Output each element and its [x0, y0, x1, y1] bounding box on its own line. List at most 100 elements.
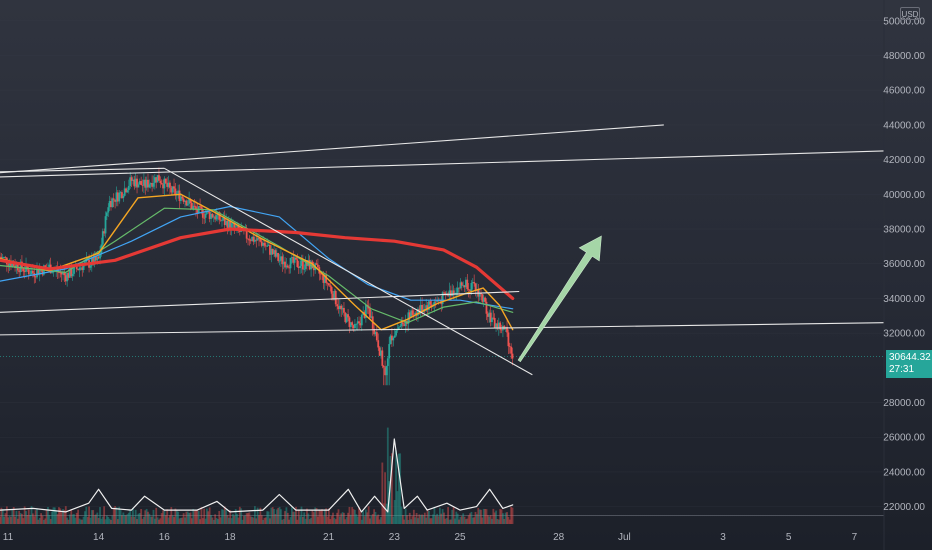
candle-body: [158, 175, 160, 181]
candle-body: [290, 257, 293, 258]
volume-bar: [160, 513, 163, 524]
volume-bar: [263, 517, 266, 524]
volume-bar: [485, 509, 488, 524]
volume-bar: [140, 508, 143, 524]
candle-body: [79, 267, 82, 269]
volume-bar: [311, 510, 314, 524]
volume-bar: [266, 511, 269, 524]
candle-body: [386, 358, 389, 367]
moving-averages: [0, 193, 515, 513]
candle-body: [262, 242, 265, 246]
candle-body: [171, 186, 174, 193]
candle-body: [149, 183, 152, 185]
volume-bar: [93, 515, 96, 524]
candle-body: [178, 190, 181, 201]
candle-body: [500, 329, 503, 331]
candle-body: [127, 185, 130, 191]
volume-bar: [162, 510, 164, 524]
y-axis[interactable]: 50000.00 48000.00 46000.00 44000.00 42000.00…: [883, 0, 925, 550]
volume-bar: [393, 500, 396, 524]
volume-bar: [78, 518, 81, 524]
volume-bar: [414, 517, 417, 524]
volume-bar: [127, 512, 130, 524]
volume-bar: [22, 518, 25, 524]
ma-green: [0, 207, 514, 324]
x-axis[interactable]: 11 14 16 18 21 23 25 28 Jul 3 5 7: [3, 532, 858, 543]
candle-body: [426, 305, 429, 310]
candle-body: [200, 206, 203, 210]
candle-body: [397, 327, 400, 330]
candle-body: [292, 257, 295, 263]
volume-bar: [192, 508, 195, 524]
candle-body: [269, 244, 271, 255]
candle-body: [103, 231, 106, 234]
candle-body: [64, 275, 67, 282]
x-tick-label: 11: [3, 532, 14, 543]
volume-bar: [459, 517, 462, 524]
volume-bar: [179, 517, 182, 524]
candle-body: [148, 184, 151, 188]
volume-bar: [15, 510, 18, 524]
candle-body: [203, 217, 206, 219]
volume-ma-line: [0, 438, 514, 513]
currency-label[interactable]: USD: [900, 7, 920, 20]
candle-body: [277, 252, 280, 261]
candle-body: [234, 226, 237, 228]
volume-bar: [474, 511, 477, 524]
volume-bar: [211, 517, 214, 524]
candle-body: [319, 273, 322, 275]
volume-bar: [126, 514, 129, 524]
candle-body: [280, 256, 282, 261]
volume-bar: [226, 515, 229, 524]
y-tick-label: 26000.00: [883, 433, 925, 444]
volume-bar: [306, 508, 308, 524]
candle-body: [323, 275, 326, 283]
candle-body: [284, 261, 286, 268]
volume-bar: [112, 507, 115, 524]
volume-bar: [206, 508, 208, 524]
volume-bar: [497, 519, 500, 524]
candle-body: [184, 200, 186, 202]
candle-body: [144, 179, 147, 188]
volume-bar: [223, 506, 226, 524]
volume-bar: [137, 513, 140, 524]
volume-bar: [374, 511, 377, 524]
volume-bar: [262, 519, 265, 524]
candle-body: [410, 310, 413, 318]
volume-bar: [423, 512, 426, 524]
candle-body: [226, 220, 229, 230]
candle-body: [111, 198, 114, 208]
volume-bar: [478, 509, 481, 524]
volume-bar: [1, 509, 4, 524]
volume-bar: [481, 517, 484, 524]
volume-bar: [356, 516, 359, 524]
volume-bar: [500, 509, 503, 524]
volume-bar: [41, 515, 44, 524]
volume-bar: [300, 506, 303, 524]
volume-bar: [437, 516, 440, 524]
candle-body: [491, 317, 493, 323]
volume-bar: [103, 506, 106, 524]
candle-body: [329, 285, 332, 287]
volume-bar: [332, 512, 334, 524]
volume-bar: [295, 506, 297, 524]
ma-red: [0, 227, 515, 300]
volume-bar: [0, 507, 3, 524]
volume-bar: [153, 518, 156, 524]
candle-body: [218, 212, 221, 220]
volume-bar: [318, 510, 321, 524]
volume-bar: [467, 515, 470, 524]
candle-body: [77, 269, 80, 271]
volume-bar: [12, 507, 15, 524]
candle-body: [266, 245, 269, 247]
volume-bar: [425, 517, 428, 524]
candle-body: [179, 196, 182, 201]
candle-body: [334, 290, 337, 305]
volume-bar: [486, 515, 489, 524]
volume-bar: [36, 508, 38, 524]
volume-bar: [355, 514, 358, 524]
candle-body: [37, 269, 40, 275]
candle-body: [97, 256, 100, 259]
volume-bar: [81, 519, 84, 524]
